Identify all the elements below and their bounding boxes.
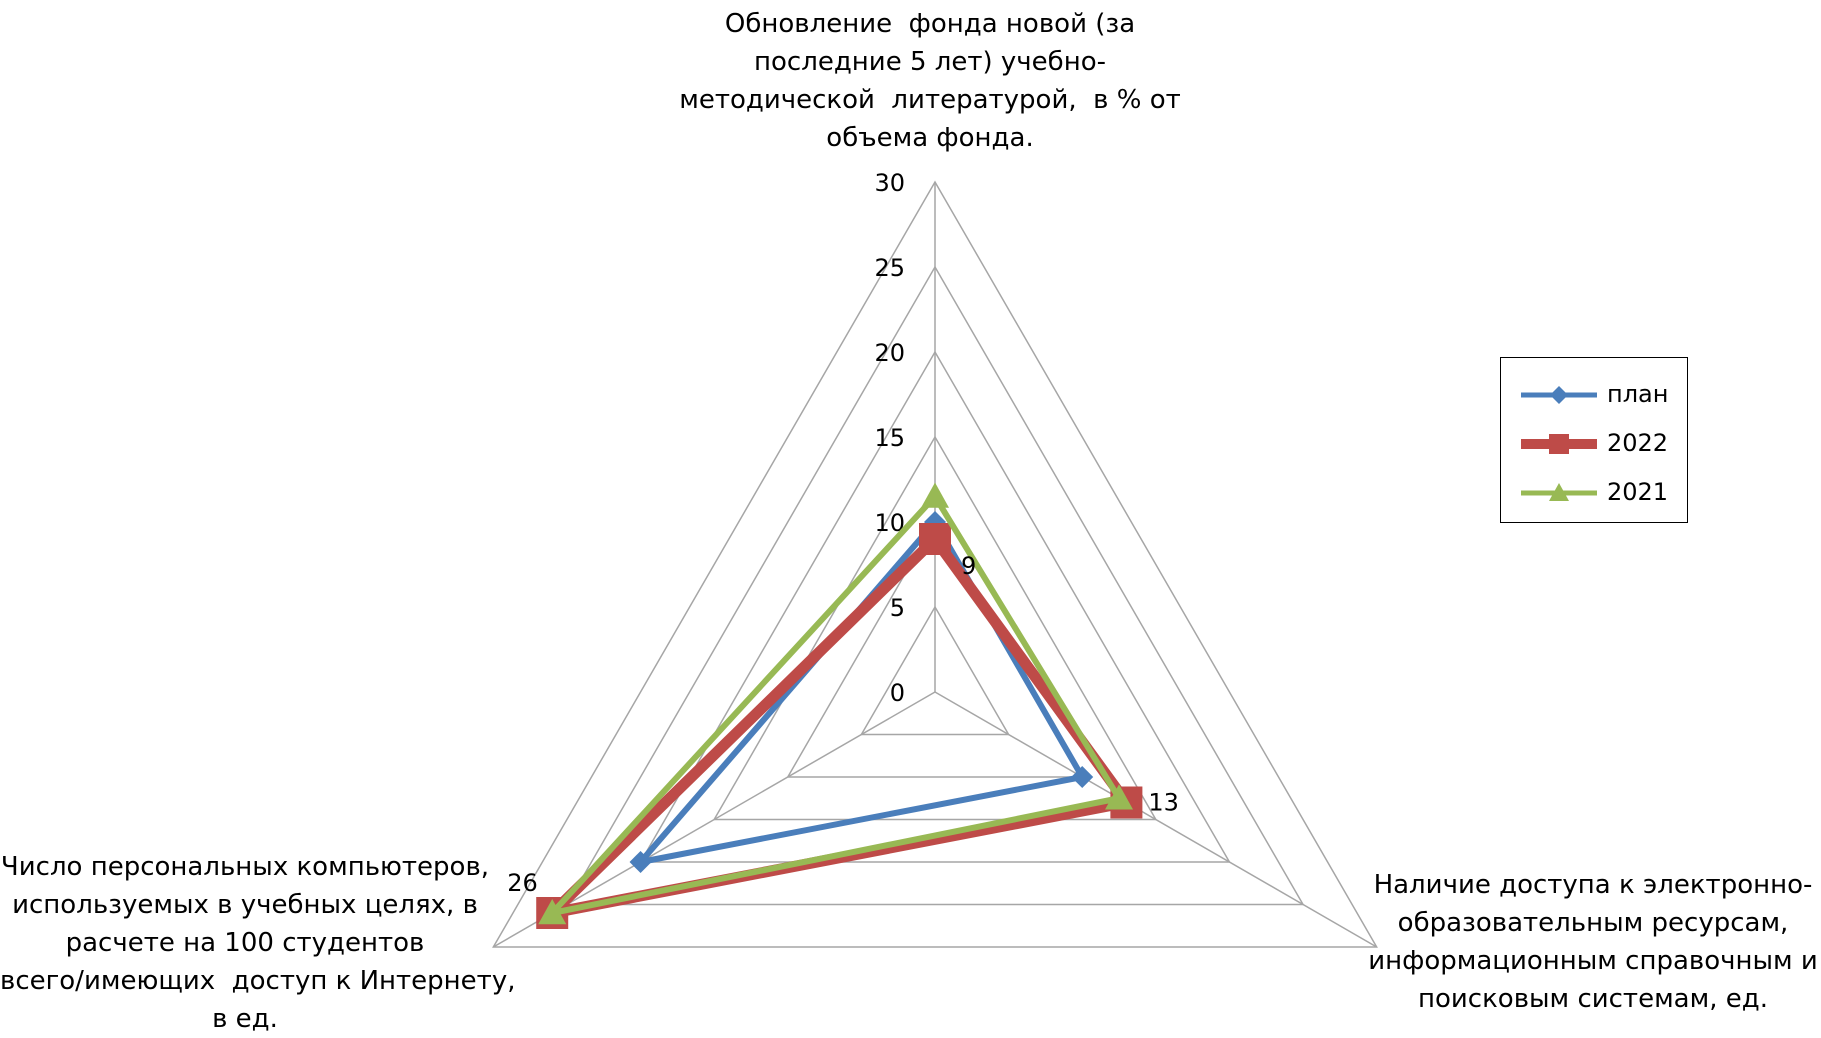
tick-label: 0 bbox=[890, 679, 905, 707]
tick-label: 25 bbox=[874, 254, 905, 282]
legend-label-plan: план bbox=[1607, 380, 1669, 408]
data-point bbox=[1071, 766, 1094, 788]
axis-title-right: Наличие доступа к электронно-образовател… bbox=[1365, 866, 1821, 1018]
data-point bbox=[629, 851, 652, 873]
series-layer bbox=[536, 482, 1143, 929]
axis-title-line: Число персональных компьютеров, bbox=[0, 852, 490, 882]
axis-spoke bbox=[934, 691, 1378, 948]
legend-item-2021: 2021 bbox=[1501, 472, 1687, 512]
legend-label-2022: 2022 bbox=[1607, 429, 1669, 457]
data-labels: 9 13 26 bbox=[507, 552, 1179, 897]
axis-title-line: расчете на 100 студентов bbox=[65, 928, 425, 958]
legend-item-2022: 2022 bbox=[1501, 423, 1687, 463]
legend-marker-2021 bbox=[1521, 483, 1597, 501]
axis-title-line: последние 5 лет) учебно- bbox=[754, 47, 1106, 77]
data-label: 13 bbox=[1148, 789, 1179, 817]
data-point bbox=[538, 899, 567, 925]
legend: план 2022 2021 bbox=[1500, 357, 1688, 523]
data-point bbox=[921, 482, 949, 508]
axis-title-line: Обновление фонда новой (за bbox=[724, 9, 1136, 39]
axis-title-line: объема фонда. bbox=[826, 123, 1034, 153]
legend-item-plan: план bbox=[1501, 374, 1687, 414]
legend-marker-2022 bbox=[1521, 434, 1597, 454]
axis-title-line: поисковым системам, ед. bbox=[1418, 984, 1768, 1014]
series-2021 bbox=[538, 482, 1134, 925]
axis-title-line: информационным справочным и bbox=[1368, 946, 1818, 976]
axis-title-line: методической литературой, в % от bbox=[679, 85, 1181, 115]
axis-title-line: в ед. bbox=[212, 1004, 278, 1034]
series-line bbox=[549, 493, 1123, 916]
tick-label: 15 bbox=[874, 424, 905, 452]
axis-title-line: образовательным ресурсам, bbox=[1397, 908, 1789, 938]
axis-title-top: Обновление фонда новой (за последние 5 ле… bbox=[650, 5, 1210, 157]
tick-label: 20 bbox=[874, 339, 905, 367]
data-label: 26 bbox=[507, 869, 538, 897]
grid-ring bbox=[492, 180, 1378, 948]
grid-ring bbox=[860, 605, 1010, 736]
grid-ring bbox=[639, 350, 1231, 863]
data-point bbox=[919, 523, 951, 555]
axis-title-line: всего/имеющих доступ к Интернету, bbox=[0, 966, 516, 996]
grid-ring bbox=[712, 435, 1158, 821]
data-label: 9 bbox=[961, 552, 976, 580]
axis-title-left: Число персональных компьютеров, используе… bbox=[0, 848, 516, 1038]
grid-ring bbox=[565, 265, 1305, 906]
tick-label: 30 bbox=[874, 169, 905, 197]
legend-label-2021: 2021 bbox=[1607, 478, 1669, 506]
axis-title-line: Наличие доступа к электронно- bbox=[1373, 870, 1813, 900]
tick-label: 5 bbox=[890, 594, 905, 622]
data-point bbox=[1105, 784, 1134, 810]
axis-title-line: используемых в учебных целях, в bbox=[12, 890, 478, 920]
legend-marker-plan bbox=[1521, 386, 1597, 404]
